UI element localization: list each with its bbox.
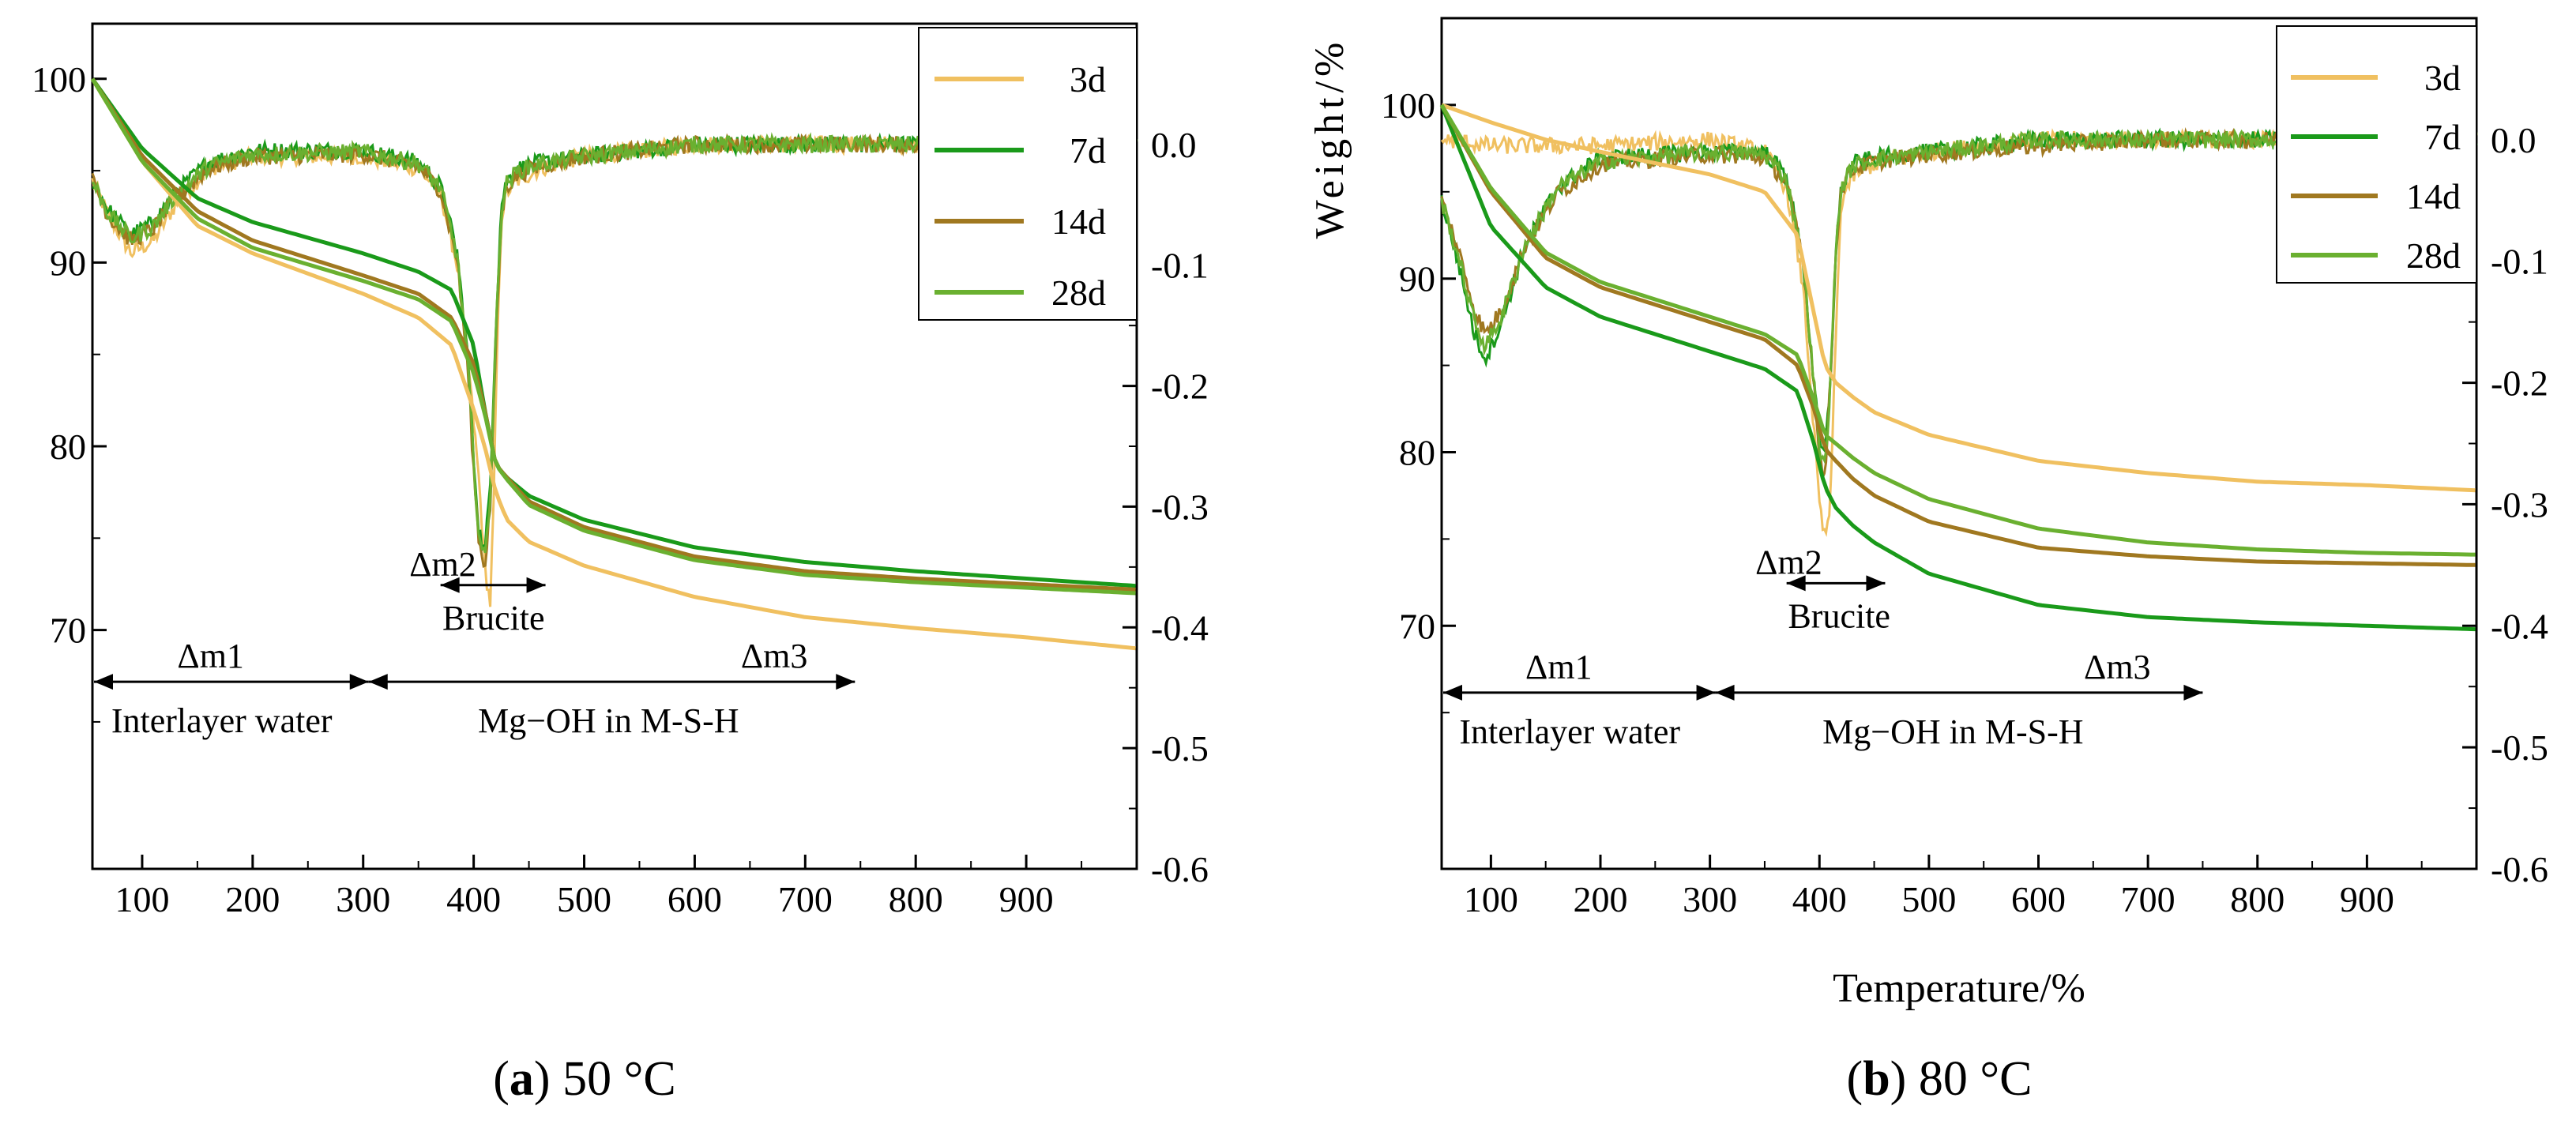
tg-series-28d — [90, 77, 1136, 596]
x-tick-label: 800 — [889, 879, 943, 919]
legend-label-14d: 14d — [2406, 176, 2461, 216]
y-left-tick-label: 90 — [1399, 259, 1435, 299]
y-left-tick-label: 80 — [1399, 432, 1435, 472]
y-right-tick-label: -0.3 — [2491, 484, 2548, 524]
dm3-arrow-arrowhead-left — [1715, 684, 1735, 701]
y-right-tick-label: -0.4 — [2491, 606, 2548, 646]
y-right-tick-label: -0.1 — [1151, 246, 1209, 286]
y-right-tick-label: -0.6 — [1151, 849, 1209, 889]
x-tick-label: 800 — [2230, 879, 2285, 919]
dm2-arrow-arrowhead-right — [1866, 575, 1886, 592]
tg-series-3d — [90, 77, 1136, 651]
caption-a: (a) 50 °C — [493, 1052, 675, 1106]
legend-label-14d: 14d — [1051, 201, 1106, 242]
legend-label-28d: 28d — [1051, 273, 1106, 313]
y-right-tick-label: 0.0 — [2491, 120, 2537, 160]
legend-box — [2276, 25, 2477, 284]
dm3-arrow-arrowhead-left — [368, 674, 388, 690]
tg-series-28d — [1439, 103, 2476, 557]
y-right-tick-label: -0.4 — [1151, 607, 1209, 648]
dm2-arrow-arrowhead-left — [1786, 575, 1806, 592]
x-tick-label: 100 — [115, 879, 169, 919]
dm3-label: Δm3 — [2084, 648, 2151, 686]
x-tick-label: 100 — [1464, 879, 1518, 919]
legend-label-7d: 7d — [1070, 130, 1106, 171]
legend-label-28d: 28d — [2406, 235, 2461, 276]
interlayer-water-label: Interlayer water — [1459, 712, 1680, 751]
y-axis-title: Weight/% — [1307, 38, 1352, 239]
panel-a: 100 200 300 400 500 600 700 800 900 100 90 80 70 0.0 -… — [32, 22, 1209, 919]
x-tick-label: 400 — [446, 879, 501, 919]
mg-oh-label: Mg−OH in M-S-H — [1822, 712, 2083, 751]
dm2-label: Δm2 — [409, 545, 476, 584]
x-tick-label: 400 — [1792, 879, 1847, 919]
tg-series-14d — [1439, 103, 2476, 567]
y-right-tick-label: -0.5 — [1151, 728, 1209, 769]
y-right-tick-label: 0.0 — [1151, 125, 1197, 165]
interlayer-water-label: Interlayer water — [111, 701, 333, 740]
x-tick-label: 900 — [999, 879, 1054, 919]
y-right-tick-label: -0.1 — [2491, 242, 2548, 282]
x-tick-label: 700 — [2121, 879, 2175, 919]
legend-label-7d: 7d — [2424, 117, 2461, 157]
dm3-arrow-arrowhead-right — [2183, 684, 2203, 701]
y-left-tick-label: 100 — [32, 59, 86, 100]
x-tick-label: 900 — [2340, 879, 2394, 919]
y-left-tick-label: 70 — [50, 611, 86, 651]
panel-b: 100 200 300 400 500 600 700 800 900 100 90 80 70 0.0 -… — [1307, 17, 2548, 1011]
x-tick-label: 500 — [1901, 879, 1956, 919]
legend-box — [918, 27, 1138, 321]
y-right-tick-label: -0.6 — [2491, 849, 2548, 889]
dm1-label: Δm1 — [1525, 648, 1593, 686]
x-tick-label: 600 — [668, 879, 722, 919]
x-tick-label: 200 — [1574, 879, 1628, 919]
tg-series-3d — [1441, 103, 2476, 493]
dm2-label: Δm2 — [1755, 543, 1822, 581]
dm3-arrow-arrowhead-right — [836, 674, 856, 690]
y-right-tick-label: -0.5 — [2491, 727, 2548, 768]
tg-series-14d — [90, 77, 1136, 592]
x-tick-label: 700 — [778, 879, 833, 919]
tg-series-7d — [90, 77, 1136, 588]
x-tick-label: 500 — [557, 879, 611, 919]
tg-series-7d — [1439, 103, 2476, 632]
x-tick-label: 200 — [225, 879, 280, 919]
y-right-tick-label: -0.2 — [2491, 363, 2548, 404]
dm2-arrow-arrowhead-left — [440, 577, 460, 593]
y-left-tick-label: 70 — [1399, 606, 1435, 646]
dm1-arrow-arrowhead-right — [1696, 684, 1716, 701]
legend-label-3d: 3d — [2424, 58, 2461, 98]
dm1-label: Δm1 — [177, 637, 244, 675]
y-left-tick-label: 90 — [50, 242, 86, 283]
x-tick-label: 600 — [2011, 879, 2066, 919]
x-axis-title: Temperature/% — [1833, 966, 2085, 1011]
dm1-arrow-arrowhead-left — [94, 674, 113, 690]
mg-oh-label: Mg−OH in M-S-H — [478, 701, 739, 740]
y-left-tick-label: 100 — [1381, 85, 1435, 126]
y-right-tick-label: -0.2 — [1151, 367, 1209, 407]
dm3-label: Δm3 — [741, 637, 808, 675]
y-left-tick-label: 80 — [50, 427, 86, 467]
dm1-arrow-arrowhead-right — [349, 674, 369, 690]
brucite-label: Brucite — [1788, 596, 1890, 635]
brucite-label: Brucite — [442, 599, 545, 637]
legend-label-3d: 3d — [1070, 59, 1106, 100]
dm1-arrow-arrowhead-left — [1443, 684, 1462, 701]
x-tick-label: 300 — [336, 879, 390, 919]
x-tick-label: 300 — [1683, 879, 1737, 919]
y-right-tick-label: -0.3 — [1151, 487, 1209, 527]
dm2-arrow-arrowhead-right — [526, 577, 546, 593]
caption-b: (b) 80 °C — [1847, 1052, 2033, 1106]
